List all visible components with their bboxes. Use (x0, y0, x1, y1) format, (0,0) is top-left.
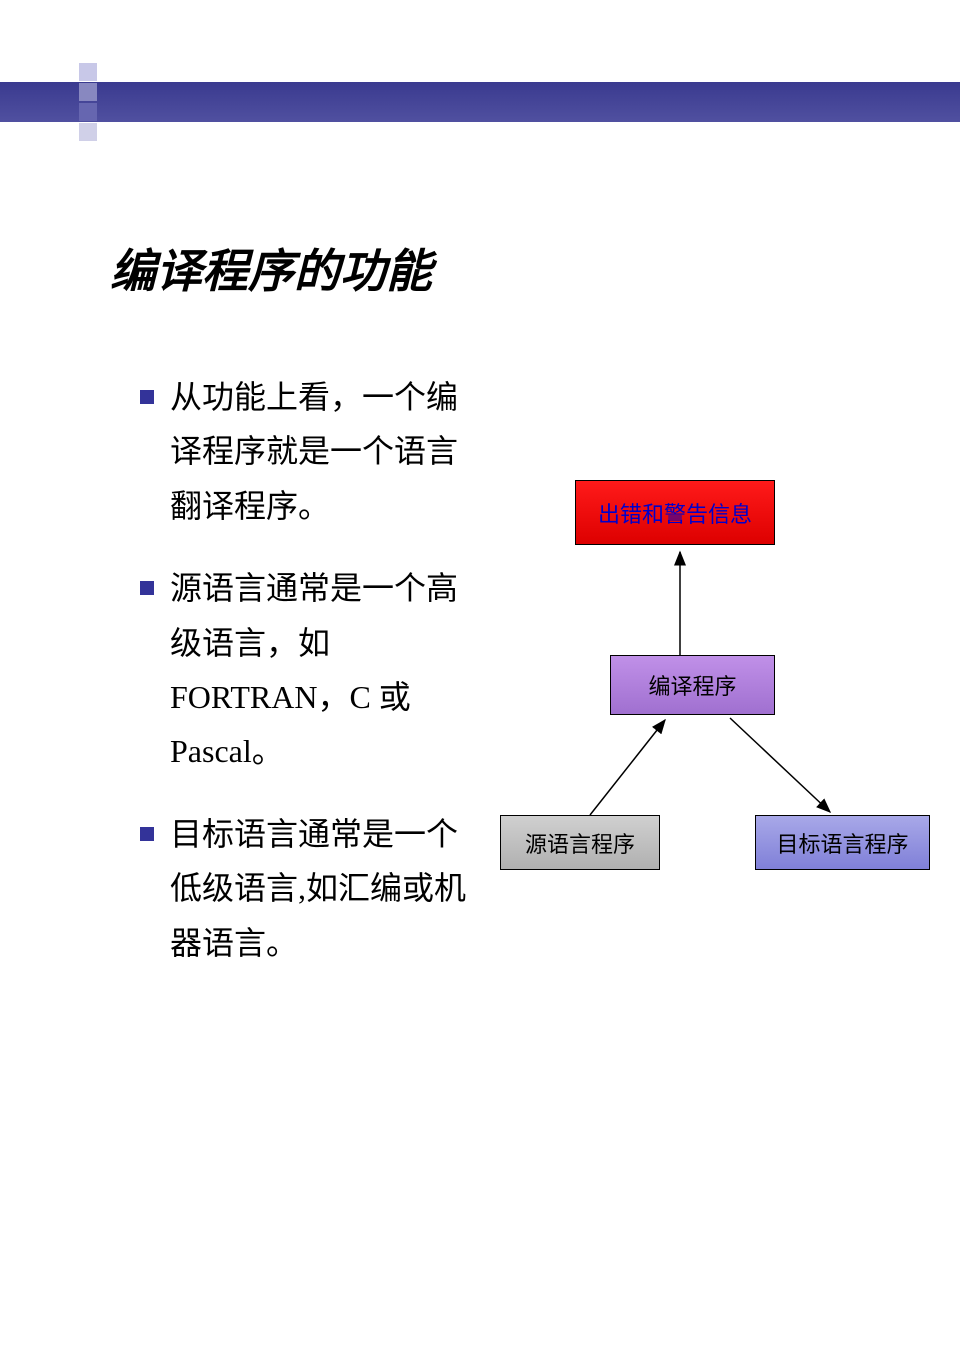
compiler-diagram: 出错和警告信息 编译程序 源语言程序 目标语言程序 (500, 480, 940, 910)
bullet-marker-icon (140, 581, 154, 595)
bullet-list: 从功能上看，一个编译程序就是一个语言翻译程序。 源语言通常是一个高级语言，如FO… (140, 370, 480, 998)
compiler-box: 编译程序 (610, 655, 775, 715)
bullet-marker-icon (140, 827, 154, 841)
slide-title: 编译程序的功能 (110, 235, 432, 301)
header-bar (0, 82, 960, 122)
bullet-text: 目标语言通常是一个低级语言,如汇编或机器语言。 (170, 807, 480, 970)
bullet-marker-icon (140, 390, 154, 404)
bullet-item: 源语言通常是一个高级语言，如FORTRAN，C 或Pascal。 (140, 561, 480, 779)
source-box: 源语言程序 (500, 815, 660, 870)
error-box: 出错和警告信息 (575, 480, 775, 545)
bullet-text: 从功能上看，一个编译程序就是一个语言翻译程序。 (170, 370, 480, 533)
bullet-item: 目标语言通常是一个低级语言,如汇编或机器语言。 (140, 807, 480, 970)
bullet-item: 从功能上看，一个编译程序就是一个语言翻译程序。 (140, 370, 480, 533)
target-box: 目标语言程序 (755, 815, 930, 870)
bullet-text: 源语言通常是一个高级语言，如FORTRAN，C 或Pascal。 (170, 561, 480, 779)
source-label: 源语言程序 (525, 827, 635, 859)
target-label: 目标语言程序 (776, 827, 908, 859)
header-accent (78, 62, 116, 122)
error-label: 出错和警告信息 (598, 497, 752, 529)
compiler-label: 编译程序 (648, 669, 736, 701)
